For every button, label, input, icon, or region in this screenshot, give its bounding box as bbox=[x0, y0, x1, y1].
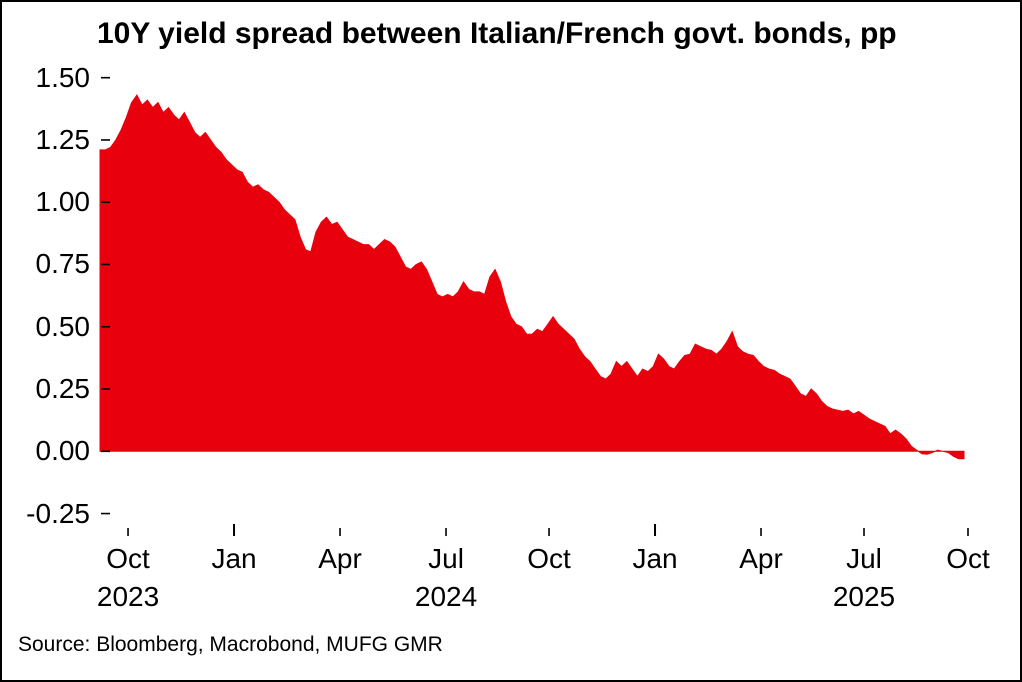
y-axis-tick-label: 0.75 bbox=[35, 248, 91, 280]
spread-area-series bbox=[99, 94, 965, 460]
x-axis-month-label: Apr bbox=[739, 543, 783, 574]
x-axis-month-label: Jul bbox=[428, 543, 464, 574]
x-axis-year-label: 2023 bbox=[96, 581, 160, 612]
x-axis-month-label: Oct bbox=[527, 543, 571, 574]
x-axis-year-label: 2024 bbox=[414, 581, 478, 612]
x-axis-month-label: Apr bbox=[318, 543, 362, 574]
source-note: Source: Bloomberg, Macrobond, MUFG GMR bbox=[18, 633, 443, 656]
x-axis-month-label: Oct bbox=[946, 543, 990, 574]
y-axis-tick-label: -0.25 bbox=[26, 497, 90, 529]
x-axis-month-label: Oct bbox=[106, 543, 150, 574]
x-axis-month-label: Jan bbox=[211, 543, 257, 574]
chart-title: 10Y yield spread between Italian/French … bbox=[97, 17, 897, 50]
y-axis-tick-label: 1.25 bbox=[35, 123, 91, 155]
x-axis-month-label: Jan bbox=[632, 543, 678, 574]
y-axis-tick-label: 1.50 bbox=[35, 61, 91, 93]
x-axis-month-label: Jul bbox=[846, 543, 882, 574]
y-axis-tick-label: 0.00 bbox=[35, 435, 91, 467]
y-axis-tick-label: 0.50 bbox=[35, 310, 91, 342]
y-axis-tick-label: 0.25 bbox=[35, 373, 91, 405]
y-axis-tick-label: 1.00 bbox=[35, 186, 91, 218]
x-axis-year-label: 2025 bbox=[832, 581, 896, 612]
